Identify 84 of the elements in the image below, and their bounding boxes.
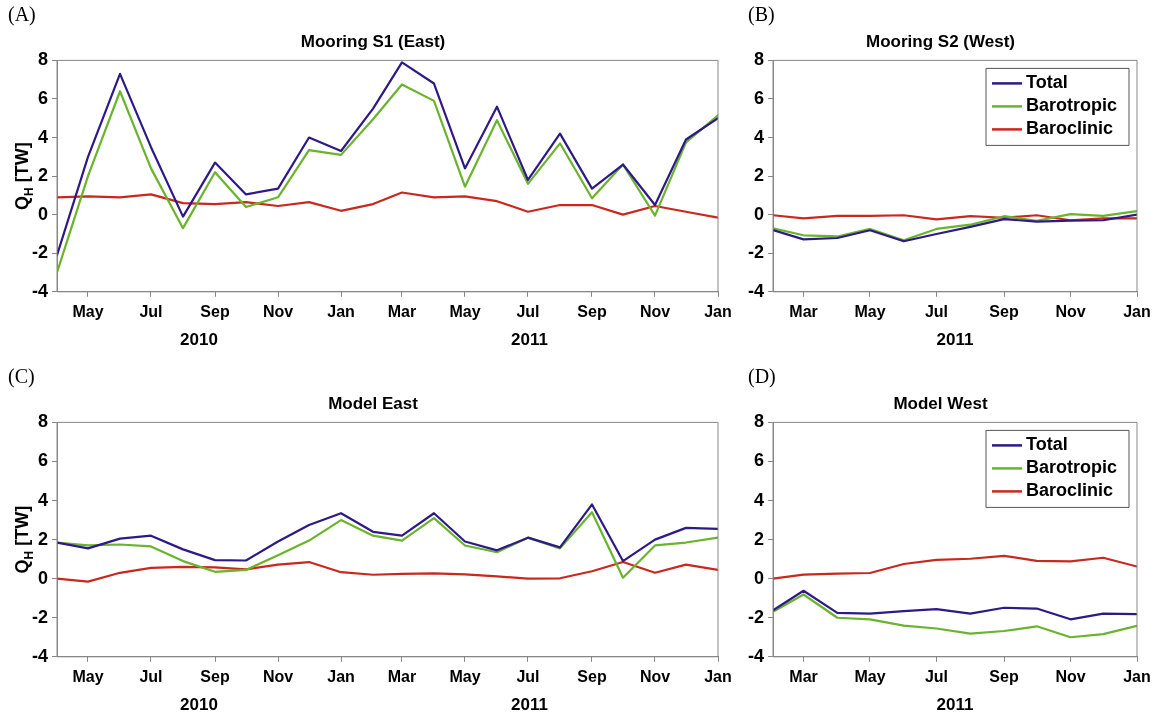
x-tick-label: Nov (639, 302, 671, 320)
x-tick-label: Nov (1055, 302, 1086, 320)
chart-title: Mooring S2 (West) (866, 31, 1015, 51)
x-tick-label: Jul (924, 302, 949, 320)
text: 2011 (936, 694, 974, 714)
text: 2011 (936, 329, 974, 349)
x-tick-label: Jan (327, 302, 355, 320)
y-tick-label: 6 (37, 87, 48, 108)
x-tick-label: Sep (200, 302, 230, 320)
text: 2011 (511, 694, 548, 714)
x-tick-label: Jan (327, 667, 355, 685)
x-tick-label: Nov (639, 667, 671, 685)
text: (A) (8, 3, 36, 27)
x-tick-label: Sep (200, 667, 230, 685)
text: (D) (748, 365, 776, 389)
y-tick-label: 4 (753, 126, 764, 147)
x-tick-label: Mar (387, 667, 417, 685)
y-tick-label: 2 (753, 165, 764, 186)
y-tick-label: 4 (753, 489, 764, 510)
y-tick-label: 6 (753, 450, 764, 471)
x-tick-label: May (854, 302, 886, 320)
x-tick-label: May (449, 667, 481, 685)
text: 2010 (180, 694, 218, 714)
y-tick-label: 8 (37, 411, 48, 432)
x-tick-label: Jul (516, 667, 540, 685)
x-tick-label: Sep (577, 302, 607, 320)
text: 2011 (511, 329, 548, 349)
y-tick-label: -2 (747, 242, 764, 263)
y-tick-label: 0 (37, 203, 48, 224)
text: (B) (748, 3, 775, 27)
x-tick-label: Mar (789, 667, 818, 685)
y-tick-label: 0 (37, 567, 48, 588)
y-tick-label: 6 (753, 87, 764, 108)
x-tick-label: Jul (139, 667, 163, 685)
x-tick-label: Jan (704, 667, 732, 685)
x-tick-label: Jan (1123, 667, 1151, 685)
y-tick-label: 2 (753, 528, 764, 549)
y-tick-label: 6 (37, 450, 48, 471)
y-tick-label: 2 (37, 528, 48, 549)
text: 2010 (180, 329, 218, 349)
chart-title: Model West (893, 393, 988, 413)
x-tick-label: Jan (1123, 302, 1151, 320)
x-tick-label: Jul (516, 302, 540, 320)
y-tick-label: -2 (31, 242, 48, 263)
x-tick-label: Mar (789, 302, 818, 320)
x-tick-label: Jul (924, 667, 949, 685)
x-tick-label: May (72, 667, 104, 685)
y-tick-label: 8 (37, 49, 48, 70)
y-axis-title: QH [TW] (12, 505, 36, 574)
y-tick-label: 0 (753, 203, 764, 224)
y-tick-label: -4 (31, 645, 48, 666)
legend-label: Barotropic (1025, 95, 1117, 116)
y-tick-label: 0 (753, 567, 764, 588)
y-tick-label: 4 (37, 489, 48, 510)
x-tick-label: Nov (262, 667, 294, 685)
y-tick-label: -4 (747, 645, 764, 666)
x-tick-label: May (854, 667, 886, 685)
x-tick-label: May (72, 302, 104, 320)
legend-label: Baroclinic (1025, 480, 1114, 501)
x-tick-label: Mar (387, 302, 417, 320)
y-tick-label: -2 (747, 606, 764, 627)
y-tick-label: -2 (31, 606, 48, 627)
x-tick-label: May (449, 302, 481, 320)
x-tick-label: Nov (262, 302, 294, 320)
chart-title: Model East (328, 393, 419, 413)
y-tick-label: 4 (37, 126, 48, 147)
legend-label: Total (1025, 434, 1068, 455)
y-axis-title: QH [TW] (12, 142, 36, 210)
x-tick-label: Sep (577, 667, 607, 685)
x-tick-label: Sep (989, 302, 1019, 320)
legend-label: Barotropic (1025, 457, 1117, 478)
y-tick-label: 8 (753, 411, 764, 432)
x-tick-label: Sep (989, 667, 1019, 685)
x-tick-label: Nov (1055, 667, 1086, 685)
y-tick-label: 2 (37, 165, 48, 186)
chart-title: Mooring S1 (East) (300, 31, 446, 51)
y-tick-label: 8 (753, 49, 764, 70)
x-tick-label: Jul (139, 302, 163, 320)
y-tick-label: -4 (747, 280, 764, 301)
y-tick-label: -4 (31, 280, 48, 301)
x-tick-label: Jan (704, 302, 732, 320)
legend-label: Total (1025, 72, 1068, 93)
text: (C) (8, 365, 35, 389)
legend-label: Baroclinic (1025, 118, 1114, 139)
